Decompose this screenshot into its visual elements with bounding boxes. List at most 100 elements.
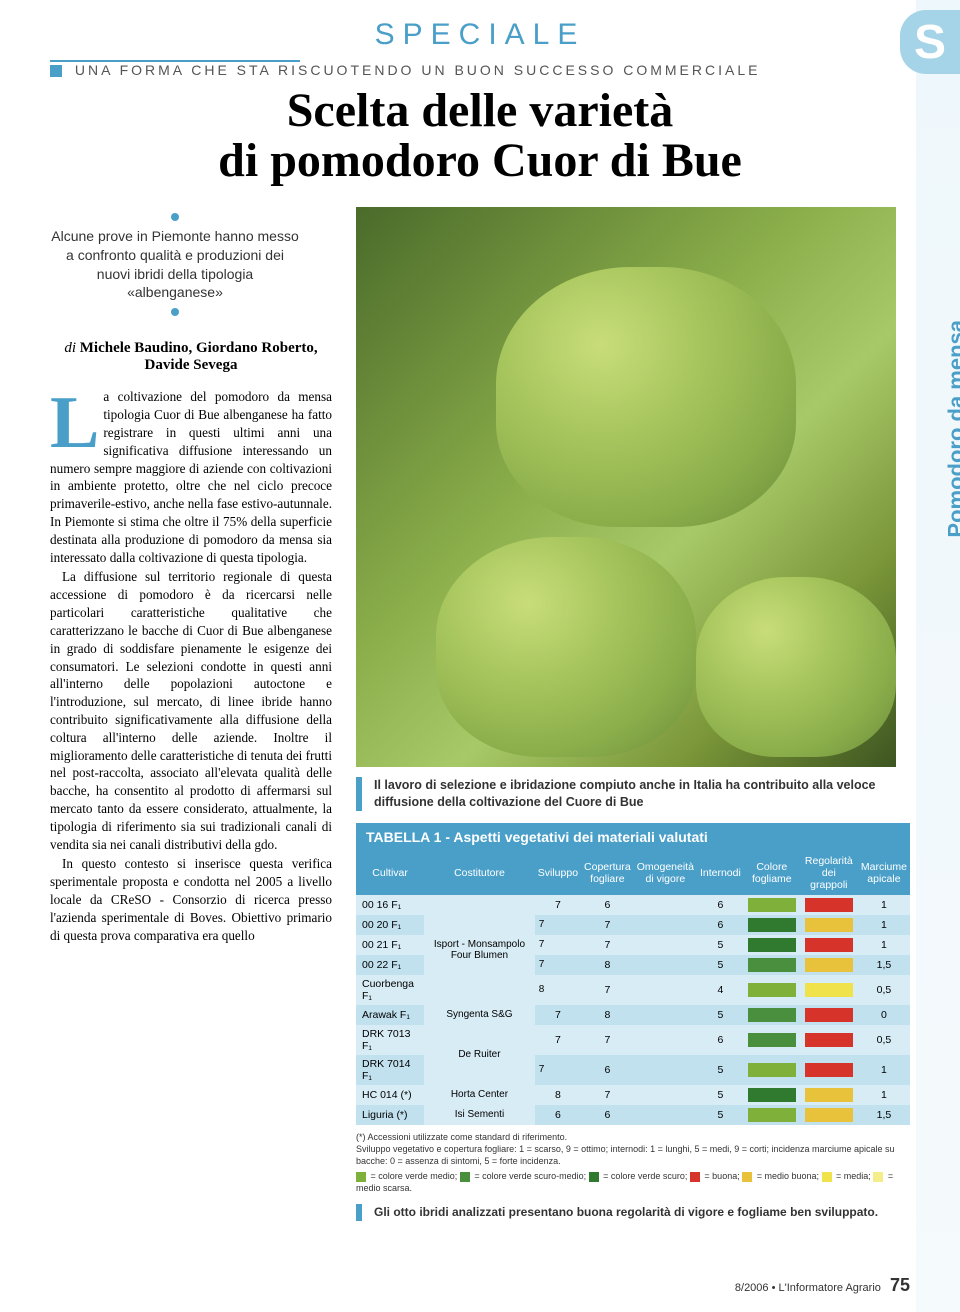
table-header-cell: Marciumeapicale (858, 851, 910, 895)
color-swatch (748, 1033, 796, 1047)
dot-icon (171, 213, 179, 221)
dropcap: L (50, 388, 103, 453)
color-swatch (805, 1008, 853, 1022)
colore-cell (744, 1105, 800, 1125)
color-swatch (748, 958, 796, 972)
table-footnote: (*) Accessioni utilizzate come standard … (356, 1131, 910, 1195)
value-cell: 7 (535, 895, 581, 915)
color-swatch (748, 1063, 796, 1077)
cultivar-cell: Liguria (*) (356, 1105, 424, 1125)
colore-cell (744, 895, 800, 915)
table-row: DRK 7013 F₁De Ruiter7760,5 (356, 1025, 910, 1055)
value-cell: 5 (697, 955, 744, 975)
legend: = colore verde medio; = colore verde scu… (356, 1170, 910, 1194)
value-cell: 6 (581, 1105, 634, 1125)
legend-label: = buona; (702, 1171, 742, 1181)
kicker: UNA FORMA CHE STA RISCUOTENDO UN BUON SU… (50, 62, 910, 78)
table-row: 00 16 F₁Isport - Monsampolo Four Blumen7… (356, 895, 910, 915)
table-row: Liguria (*)Isi Sementi6651,5 (356, 1105, 910, 1125)
byline-names: Michele Baudino, Giordano Roberto, David… (80, 340, 318, 373)
colore-cell (744, 1025, 800, 1055)
marciume-cell: 1 (858, 895, 910, 915)
value-cell: 8 (535, 1085, 581, 1105)
legend-swatch (589, 1172, 599, 1182)
section-label: SPECIALE (50, 18, 910, 52)
legend-label: = colore verde medio; (368, 1171, 460, 1181)
color-swatch (805, 958, 853, 972)
cultivar-cell: HC 014 (*) (356, 1085, 424, 1105)
regolarita-cell (800, 1025, 858, 1055)
table-caption: Gli otto ibridi analizzati presentano bu… (356, 1204, 910, 1220)
value-cell (634, 975, 697, 1005)
value-cell: 7 (581, 915, 634, 935)
value-cell (634, 1005, 697, 1025)
value-cell: 7 (581, 975, 634, 1005)
value-cell: 8 (581, 955, 634, 975)
cultivar-cell: Cuorbenga F₁ (356, 975, 424, 1005)
marciume-cell: 1 (858, 1055, 910, 1085)
colore-cell (744, 1005, 800, 1025)
color-swatch (805, 918, 853, 932)
kicker-text: UNA FORMA CHE STA RISCUOTENDO UN BUON SU… (75, 62, 761, 78)
page-number: 75 (890, 1275, 910, 1295)
color-swatch (805, 1063, 853, 1077)
regolarita-cell (800, 935, 858, 955)
marciume-cell: 1 (858, 915, 910, 935)
table-header-cell: Internodi (697, 851, 744, 895)
value-cell: 5 (697, 935, 744, 955)
color-swatch (805, 1033, 853, 1047)
value-cell (634, 1105, 697, 1125)
hero-image (356, 207, 896, 767)
tomato-shape (496, 267, 796, 527)
value-cell (634, 895, 697, 915)
table-title: TABELLA 1 - Aspetti vegetativi dei mater… (356, 823, 910, 851)
regolarita-cell (800, 955, 858, 975)
value-cell: 8 (581, 1005, 634, 1025)
value-cell: 8 (535, 975, 581, 1005)
headline: Scelta delle varietà di pomodoro Cuor di… (50, 86, 910, 187)
color-swatch (748, 918, 796, 932)
table-header-cell: Colorefogliame (744, 851, 800, 895)
right-column: Il lavoro di selezione e ibridazione com… (356, 207, 910, 1221)
cultivar-cell: Arawak F₁ (356, 1005, 424, 1025)
footnote-2: Sviluppo vegetativo e copertura fogliare… (356, 1143, 910, 1167)
legend-label: = colore verde scuro-medio; (472, 1171, 589, 1181)
table-header-cell: Cultivar (356, 851, 424, 895)
regolarita-cell (800, 1105, 858, 1125)
value-cell (634, 1055, 697, 1085)
tomato-shape (436, 537, 696, 757)
byline-prefix: di (64, 340, 79, 356)
value-cell: 6 (697, 915, 744, 935)
body-p2: La diffusione sul territorio regionale d… (50, 568, 332, 853)
footnote-1: (*) Accessioni utilizzate come standard … (356, 1131, 910, 1143)
legend-swatch (690, 1172, 700, 1182)
value-cell: 6 (581, 1055, 634, 1085)
value-cell: 7 (535, 1005, 581, 1025)
color-swatch (805, 898, 853, 912)
cultivar-cell: DRK 7013 F₁ (356, 1025, 424, 1055)
table-header-cell: Sviluppo (535, 851, 581, 895)
headline-line1: Scelta delle varietà (287, 84, 674, 137)
cultivar-cell: DRK 7014 F₁ (356, 1055, 424, 1085)
table-1: TABELLA 1 - Aspetti vegetativi dei mater… (356, 823, 910, 1221)
color-swatch (748, 898, 796, 912)
lead-block: Alcune prove in Piemonte hanno messo a c… (50, 213, 300, 317)
color-swatch (748, 1088, 796, 1102)
headline-line2: di pomodoro Cuor di Bue (218, 134, 742, 187)
costitutore-cell: Isport - Monsampolo Four Blumen (424, 895, 535, 1005)
value-cell: 5 (697, 1085, 744, 1105)
color-swatch (748, 1008, 796, 1022)
value-cell: 6 (535, 1105, 581, 1125)
tomato-shape (696, 577, 896, 757)
value-cell (634, 935, 697, 955)
lead-text: Alcune prove in Piemonte hanno messo a c… (50, 227, 300, 303)
color-swatch (805, 1108, 853, 1122)
image-caption: Il lavoro di selezione e ibridazione com… (356, 777, 910, 811)
value-cell: 6 (697, 1025, 744, 1055)
value-cell: 6 (581, 895, 634, 915)
value-cell: 4 (697, 975, 744, 1005)
body-text: L a coltivazione del pomodoro da mensa t… (50, 388, 332, 944)
top-rule (50, 60, 300, 62)
table-header-cell: Coperturafogliare (581, 851, 634, 895)
marciume-cell: 1 (858, 935, 910, 955)
